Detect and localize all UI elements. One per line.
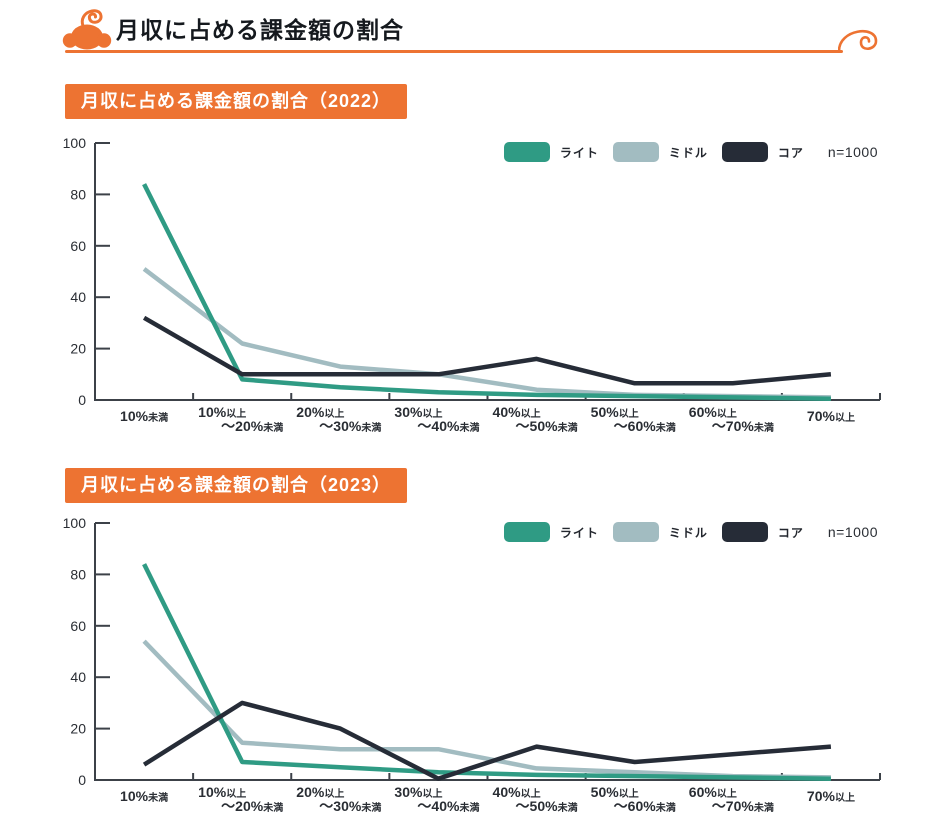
legend-item: ミドル xyxy=(612,522,708,542)
x-category-label: 60%以上 xyxy=(689,404,737,420)
x-category-label-line2: ～50%未満 xyxy=(516,418,578,434)
page-title: 月収に占める課金額の割合 xyxy=(116,17,404,43)
axes xyxy=(94,523,880,781)
line-chart-2023: 0 20 40 60 80 100 10%未満 10%以上～20%未満 20%以上～30%未満 3… xyxy=(63,515,881,814)
legend-label: ミドル xyxy=(668,525,708,540)
legend-label: ライト xyxy=(559,145,599,160)
legend-label: ミドル xyxy=(668,145,708,160)
x-category-label: 50%以上 xyxy=(591,404,639,420)
legend-swatch xyxy=(503,522,550,542)
y-tick-label: 80 xyxy=(70,186,86,202)
series-line-ライト xyxy=(142,183,831,401)
legend-swatch xyxy=(612,522,659,542)
chart-title-badge-2023: 月収に占める課金額の割合（2023） xyxy=(65,468,408,503)
chart-area-2022: ライト ミドル コア n=1000 0 20 40 60 80 100 10%未満 10%以上 ～20… xyxy=(60,135,940,440)
axes xyxy=(94,143,880,401)
legend-swatch xyxy=(503,142,550,162)
x-category-label-line2: ～30%未満 xyxy=(319,798,381,814)
sample-size: n=1000 xyxy=(827,144,878,160)
x-category-label: 10%未満 xyxy=(120,408,168,424)
series-line-ミドル xyxy=(142,639,831,780)
spiral-icon xyxy=(838,30,878,53)
x-category-label-line2: ～50%未満 xyxy=(516,798,578,814)
x-category-label-line2: ～20%未満 xyxy=(221,418,283,434)
legend-label: コア xyxy=(777,525,804,540)
x-category-label: 10%以上 xyxy=(198,404,246,420)
x-category-label: 30%以上 xyxy=(394,784,442,800)
header-underline xyxy=(65,50,843,53)
x-category-label-line2: ～40%未満 xyxy=(417,418,479,434)
x-category-label-line2: ～70%未満 xyxy=(712,418,774,434)
x-category-label: 40%以上 xyxy=(493,784,541,800)
chart-area-2023: ライト ミドル コア n=1000 0 20 40 60 80 100 10%未満 10%以上 ～20… xyxy=(60,515,940,820)
y-tick-label: 60 xyxy=(70,618,86,634)
legend-swatch xyxy=(721,142,768,162)
chart-title-badge-2022: 月収に占める課金額の割合（2022） xyxy=(65,84,408,119)
x-category-label: 60%以上 xyxy=(689,784,737,800)
y-tick-label: 40 xyxy=(70,669,86,685)
series-line-コア xyxy=(142,315,832,386)
legend-label: ライト xyxy=(559,525,599,540)
sample-size: n=1000 xyxy=(827,524,878,540)
y-tick-label: 60 xyxy=(70,238,86,254)
legend-item: コア xyxy=(721,522,804,542)
y-tick-label: 100 xyxy=(63,515,87,531)
x-category-label: 50%以上 xyxy=(591,784,639,800)
y-tick-label: 80 xyxy=(70,566,86,582)
y-tick-label: 0 xyxy=(78,772,86,788)
x-category-label: 10%未満 xyxy=(120,788,168,804)
y-tick-label: 0 xyxy=(78,392,86,408)
series-line-ライト xyxy=(142,563,831,781)
x-category-label-line2: ～60%未満 xyxy=(614,418,676,434)
legend-item: ライト xyxy=(503,142,599,162)
x-category-label-line2: ～20%未満 xyxy=(221,798,283,814)
x-category-label: 20%以上 xyxy=(296,404,344,420)
x-category-label-line2: ～40%未満 xyxy=(417,798,479,814)
x-category-label-line2: ～30%未満 xyxy=(319,418,381,434)
legend-item: ミドル xyxy=(612,142,708,162)
x-category-label-line2: ～70%未満 xyxy=(712,798,774,814)
series-line-コア xyxy=(142,700,832,781)
x-category-label: 10%以上 xyxy=(198,784,246,800)
y-tick-label: 100 xyxy=(63,135,87,151)
legend-swatch xyxy=(721,522,768,542)
legend-item: コア xyxy=(721,142,804,162)
y-tick-label: 20 xyxy=(70,341,86,357)
legend-swatch xyxy=(612,142,659,162)
line-chart-2022: 0 20 40 60 80 100 10%未満 10%以上～20%未満 20%以上～30%未満 3… xyxy=(63,135,881,434)
cloud-icon xyxy=(62,9,112,50)
x-category-label: 30%以上 xyxy=(394,404,442,420)
y-tick-label: 40 xyxy=(70,289,86,305)
x-category-label: 70%以上 xyxy=(807,788,855,804)
legend-item: ライト xyxy=(503,522,599,542)
legend-label: コア xyxy=(777,145,804,160)
y-tick-label: 20 xyxy=(70,721,86,737)
x-category-label: 20%以上 xyxy=(296,784,344,800)
legend-2023: ライト ミドル コア n=1000 xyxy=(503,521,878,543)
legend-2022: ライト ミドル コア n=1000 xyxy=(503,141,878,163)
x-category-label-line2: ～60%未満 xyxy=(614,798,676,814)
x-category-label: 40%以上 xyxy=(493,404,541,420)
x-category-label: 70%以上 xyxy=(807,408,855,424)
